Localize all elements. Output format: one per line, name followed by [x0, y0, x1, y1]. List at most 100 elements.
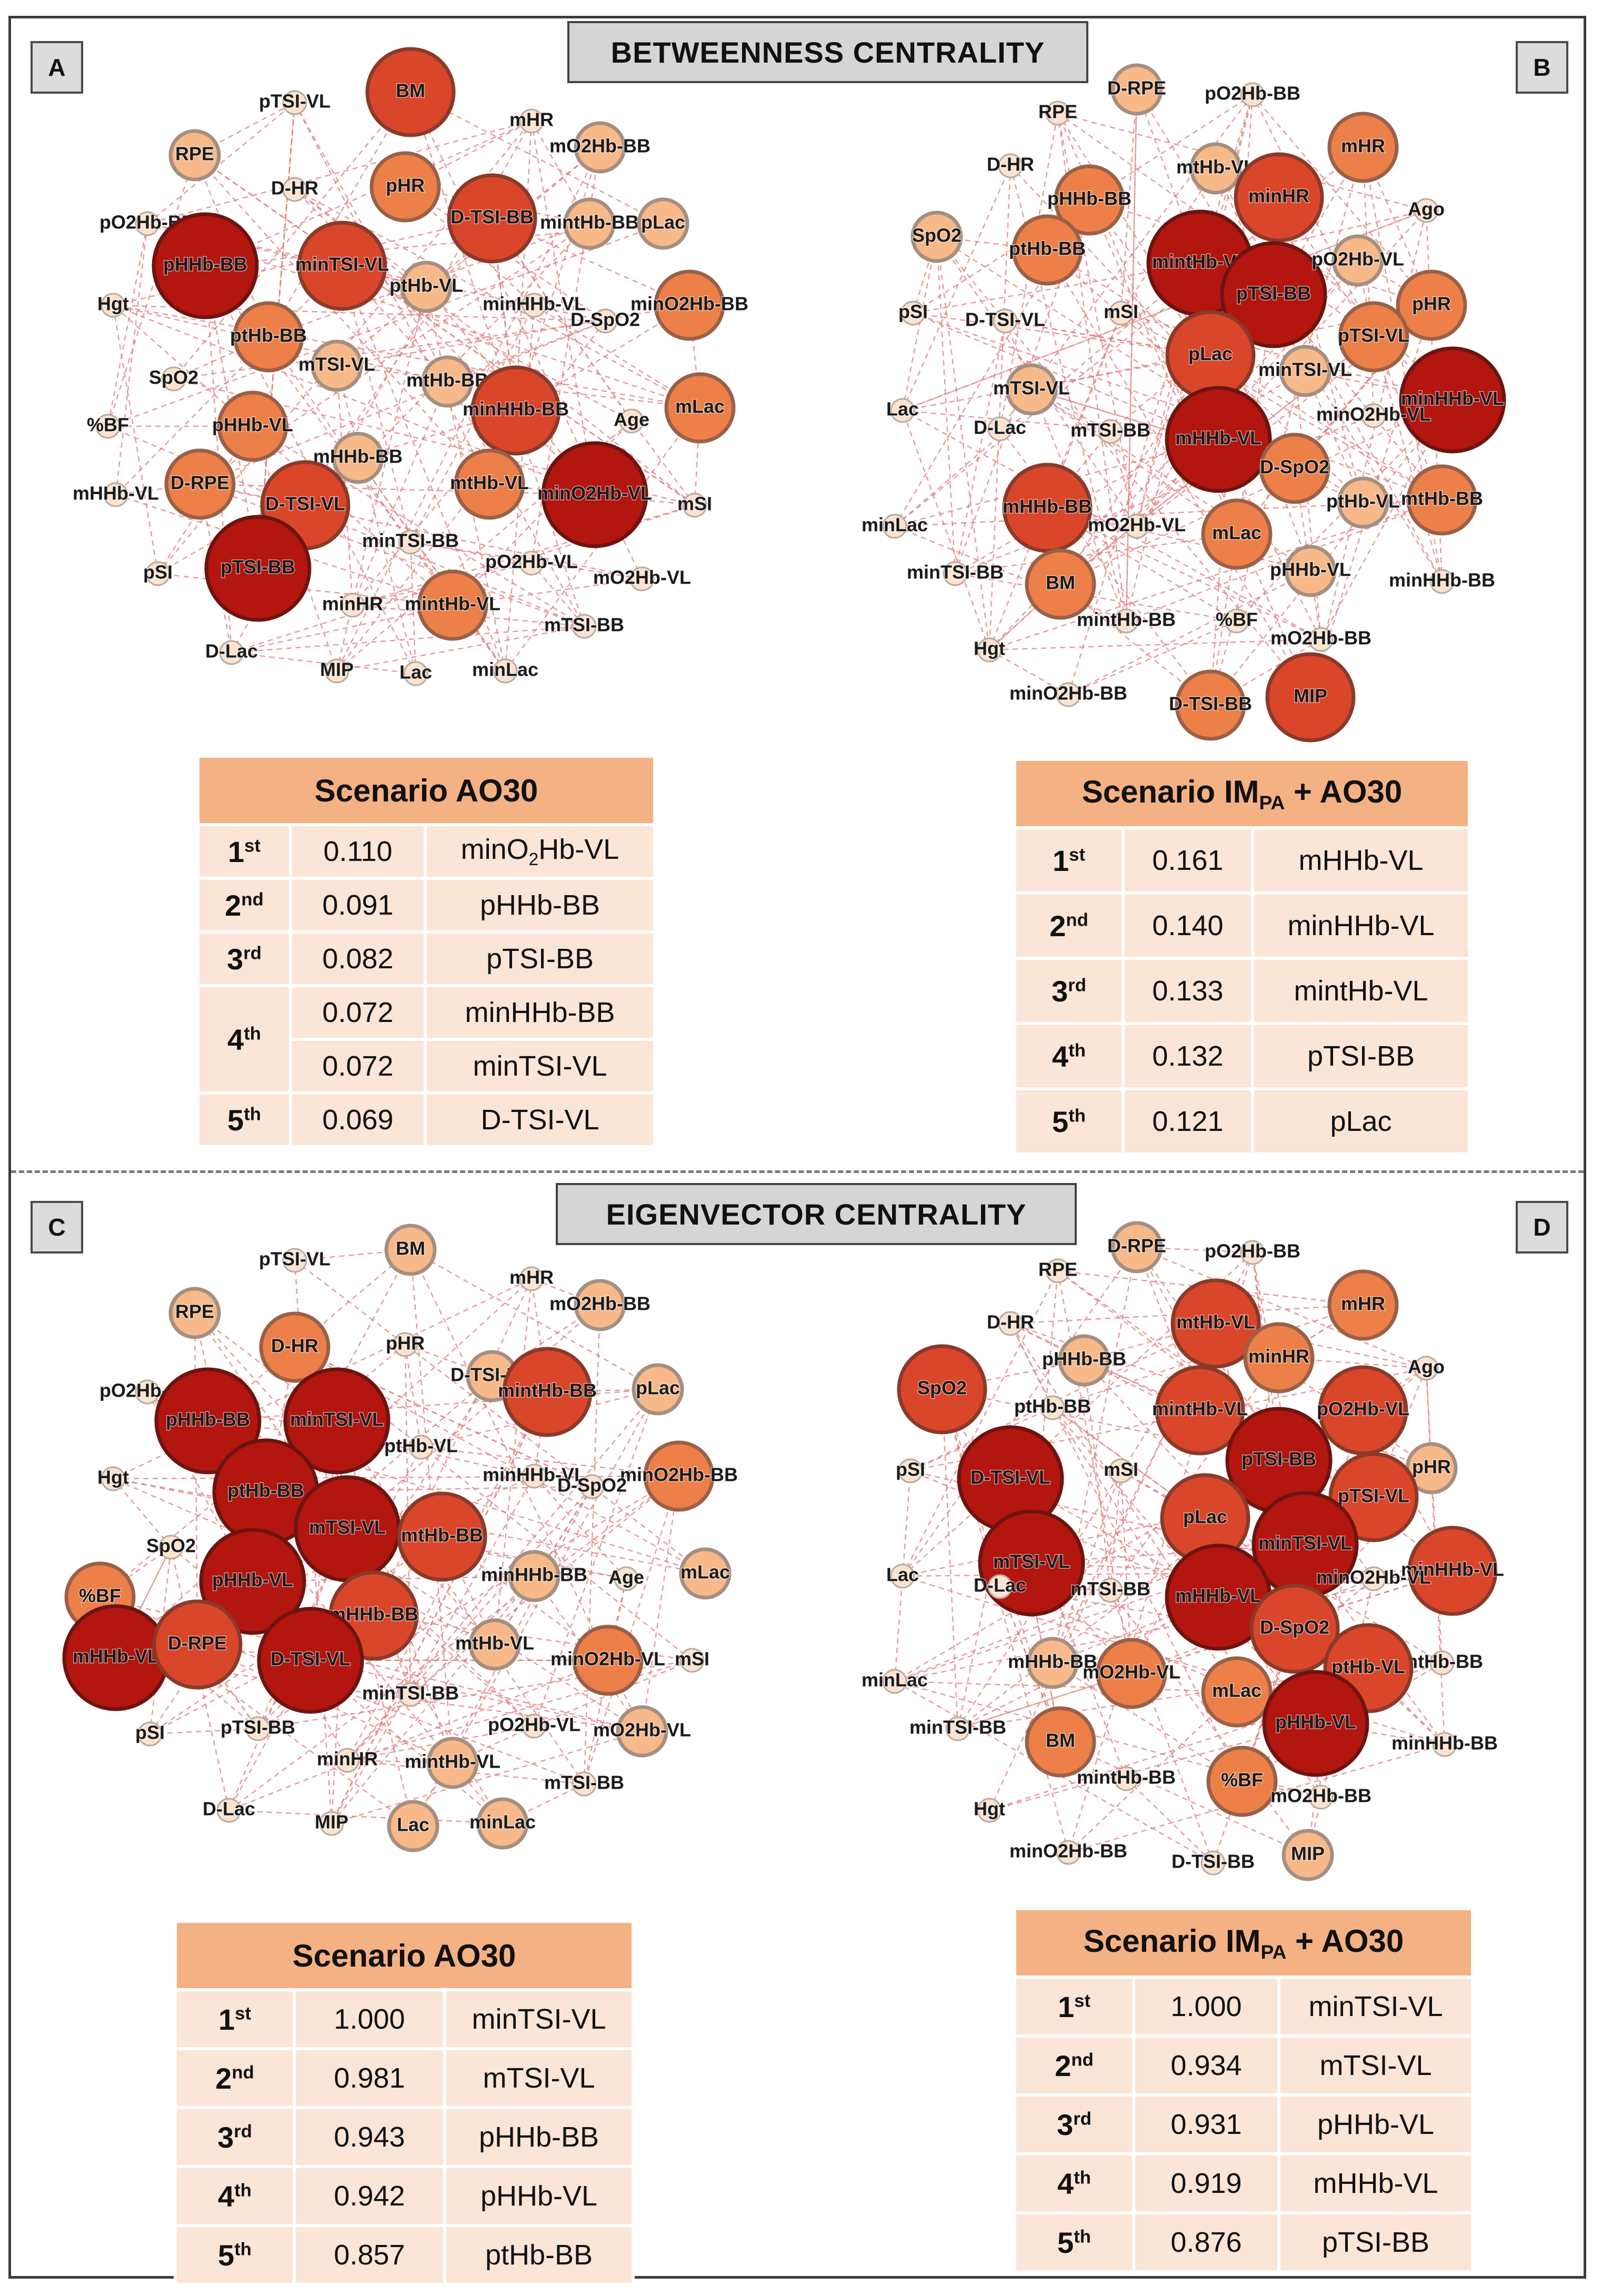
table-a-value-4b: 0.072 [292, 1041, 424, 1091]
table-b-variable-2: minHHb-VL [1254, 895, 1468, 957]
network-node: D-HR [271, 176, 319, 202]
network-edge [1031, 304, 1432, 390]
node-label: ptHb-BB [230, 325, 307, 346]
network-edge [231, 121, 533, 653]
network-node: D-Lac [973, 1573, 1027, 1599]
node-circle [158, 1535, 184, 1560]
node-circle [1429, 569, 1455, 594]
node-label: minHHb-VL [1401, 388, 1504, 409]
network-edge [115, 223, 148, 495]
table-c-variable-5: ptHb-BB [446, 2227, 632, 2283]
network-node: pTSI-VL [1337, 301, 1410, 373]
node-circle [283, 1367, 391, 1475]
node-circle [217, 390, 288, 462]
node-circle [682, 493, 707, 518]
network-edge [107, 223, 664, 427]
node-label: pHHb-VL [1270, 559, 1351, 580]
network-node: mLac [679, 1547, 732, 1600]
node-label: minHHb-BB [481, 1564, 587, 1586]
network-node: D-SpO2 [1259, 433, 1330, 504]
network-node: pSI [134, 1721, 166, 1747]
node-label: BM [1046, 1730, 1075, 1751]
node-circle [1002, 463, 1093, 553]
network-node: pTSI-BB [220, 1716, 296, 1741]
node-circle [1262, 1670, 1369, 1777]
network-edge [99, 1546, 172, 1598]
network-node: mTSI-VL [992, 363, 1071, 416]
node-circle [1331, 234, 1384, 287]
node-circle [1327, 1269, 1399, 1341]
node-label: minHR [1248, 1346, 1309, 1367]
node-circle [493, 658, 518, 684]
node-label: ptHb-VL [384, 1435, 458, 1457]
node-label: %BF [87, 414, 129, 436]
node-label: mtHb-BB [401, 1525, 483, 1546]
network-edge [1126, 1778, 1214, 1863]
table-d-rank-5: 5th [1016, 2214, 1132, 2270]
table-a-rank-1: 1st [199, 826, 289, 877]
network-node: RPE [168, 1287, 221, 1339]
node-label: D-HR [271, 177, 318, 199]
network-edge [194, 154, 695, 506]
network-edge [583, 1476, 680, 1784]
network-edge [1057, 113, 1311, 698]
node-label: mSI [677, 493, 712, 515]
network-edge [902, 165, 1012, 411]
table-d-variable-1: minTSI-VL [1280, 1979, 1471, 2034]
node-label: BM [396, 80, 425, 102]
node-label: pHHb-BB [163, 254, 247, 275]
node-circle [468, 1618, 521, 1671]
node-circle [397, 1491, 487, 1582]
node-label: pHR [1412, 293, 1451, 315]
network-edge [99, 1596, 643, 1732]
table-d-value-5: 0.876 [1135, 2214, 1277, 2270]
node-label: ptHb-VL [1331, 1656, 1405, 1678]
panel-letter-b: B [1516, 41, 1568, 94]
node-label: minO2Hb-BB [1009, 1840, 1127, 1862]
node-circle [1361, 403, 1386, 428]
table-b-value-2: 0.140 [1125, 895, 1251, 957]
node-label: mO2Hb-BB [1270, 1785, 1371, 1807]
node-circle [1240, 82, 1265, 107]
node-label: minHHb-VL [483, 293, 586, 315]
network-node: minTSI-BB [909, 1716, 1007, 1741]
node-circle [398, 1682, 423, 1707]
node-label: mintHb-BB [540, 212, 639, 233]
node-label: minO2Hb-BB [1009, 683, 1127, 704]
network-node: Lac [387, 1800, 439, 1852]
node-circle [664, 372, 736, 444]
node-label: mLac [675, 396, 725, 417]
network-edge [1209, 294, 1275, 706]
node-circle [1025, 548, 1096, 620]
network-node: BM [365, 47, 456, 137]
network-node: mTSI-VL [978, 1509, 1085, 1617]
node-circle [1040, 1395, 1065, 1420]
node-circle [977, 637, 1002, 663]
node-circle [145, 561, 171, 586]
table-b-value-5: 0.121 [1125, 1090, 1251, 1152]
node-label: MIP [320, 659, 354, 680]
node-circle [1308, 1784, 1334, 1810]
table-c-rank-3: 3rd [177, 2109, 293, 2165]
node-label: Ago [1408, 1356, 1445, 1378]
node-label: mintHb-BB [1077, 609, 1176, 630]
network-node: mO2Hb-VL [592, 566, 692, 591]
node-circle [900, 300, 926, 326]
table-a-variable-1: minO2Hb-VL [427, 826, 653, 877]
network-edge [352, 381, 448, 606]
network-node: pLac [637, 197, 689, 250]
network-node: D-TSI-BB [447, 173, 537, 264]
network-edge [347, 1576, 535, 1761]
network-node: mHHb-VL [1165, 386, 1272, 493]
network-node: ptHb-BB [1008, 214, 1086, 286]
node-circle [1265, 652, 1356, 743]
node-circle [522, 1713, 547, 1739]
node-circle [1224, 608, 1249, 634]
table-c-rank-1: 1st [177, 1991, 293, 2047]
table-c-value-1: 1.000 [296, 1991, 443, 2047]
table-b-rank-2: 2nd [1016, 895, 1122, 957]
node-label: mHR [1341, 135, 1385, 157]
network-node: mSI [1103, 300, 1139, 326]
node-circle [1206, 1746, 1278, 1817]
network-edge [988, 165, 1012, 650]
